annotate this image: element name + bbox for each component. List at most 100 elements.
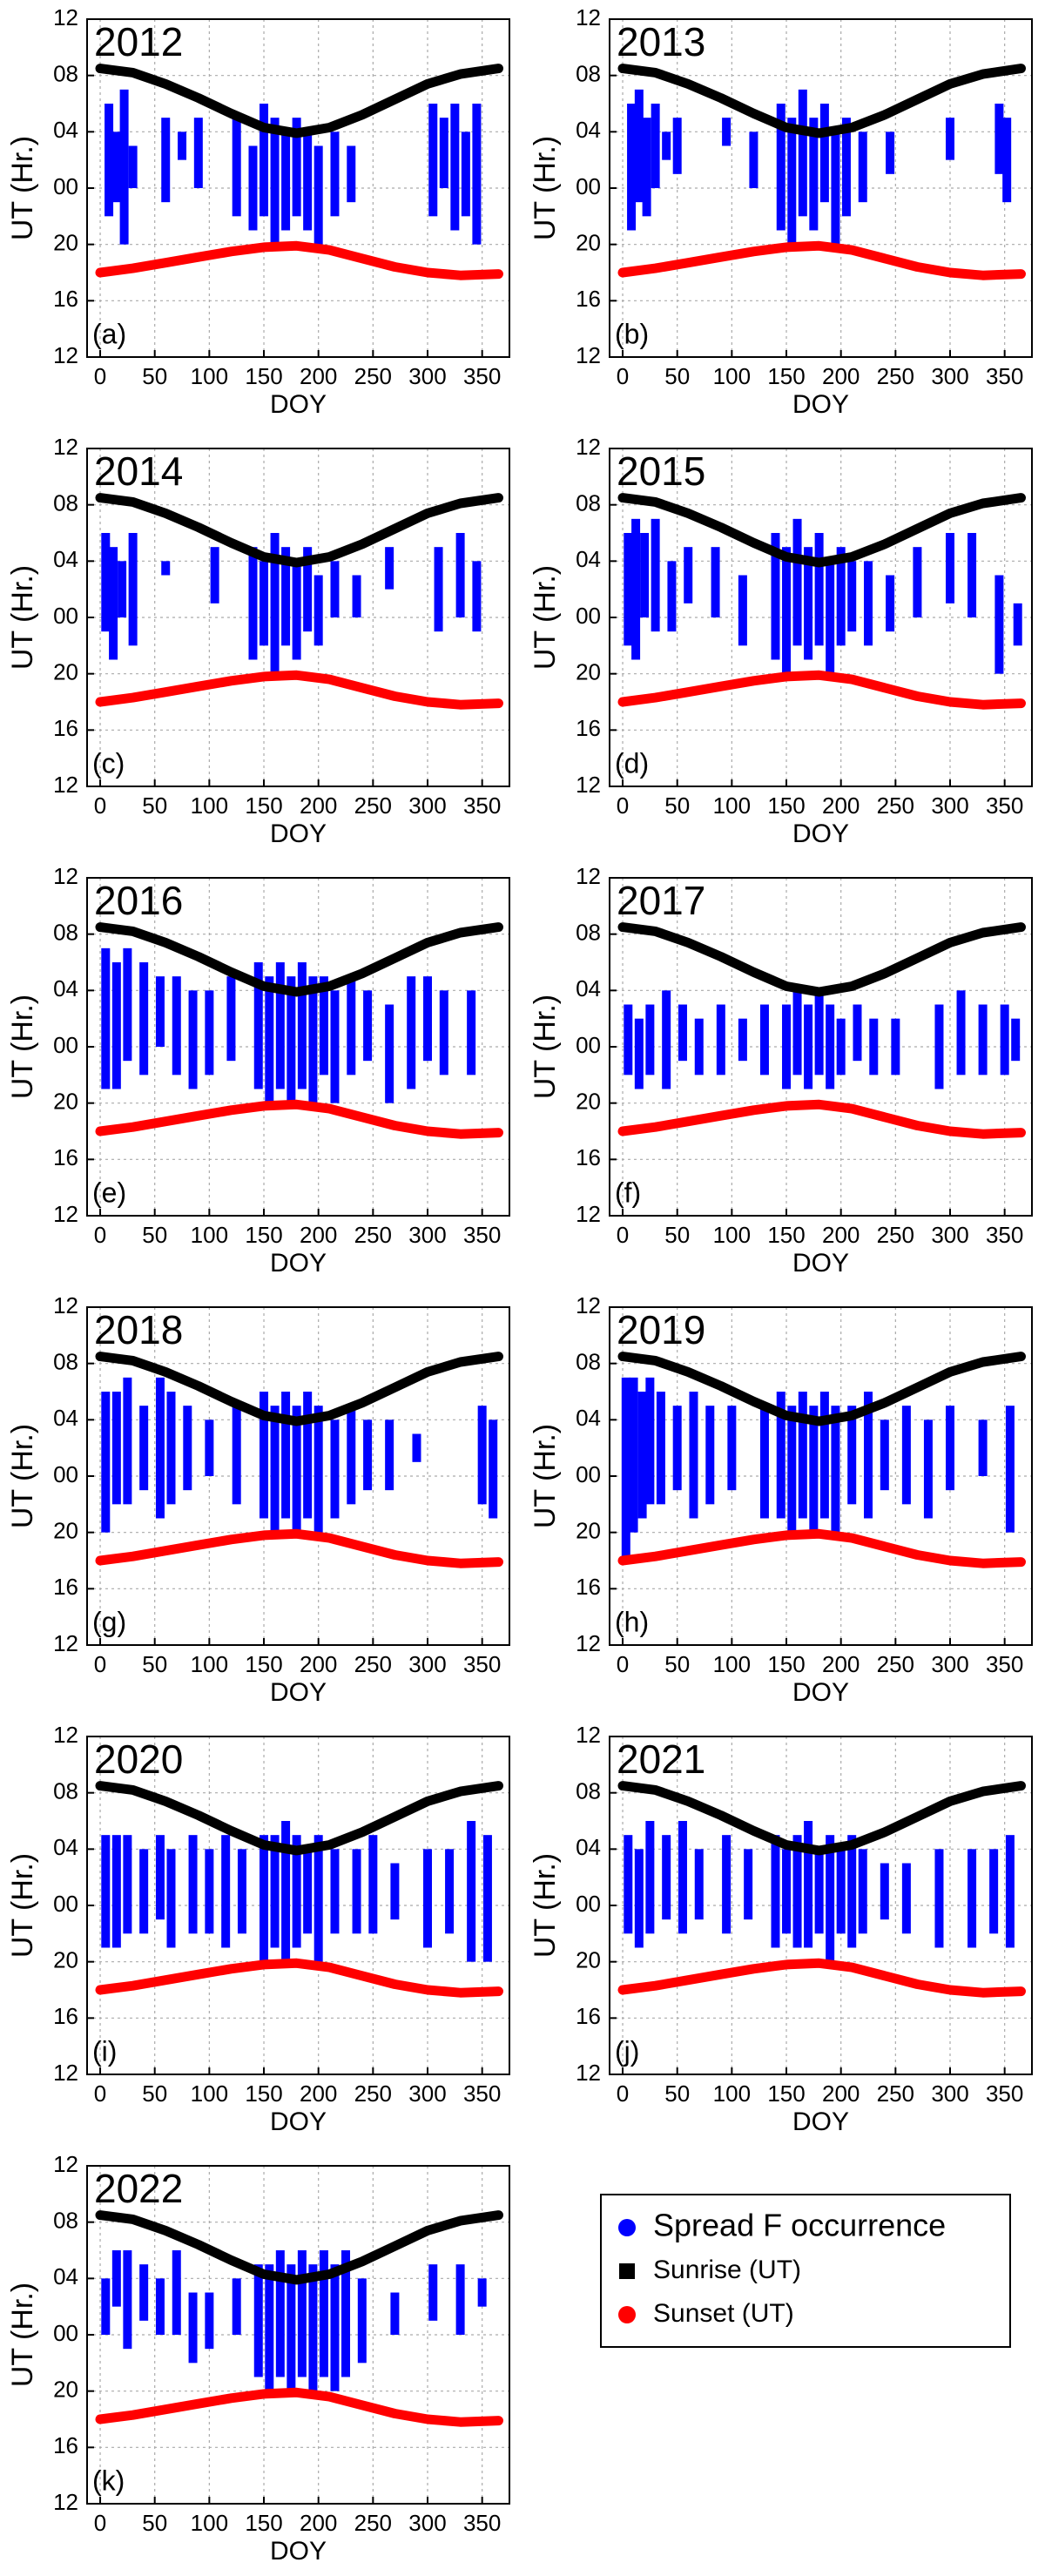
x-tick-label: 250 — [354, 1651, 392, 1677]
sunrise-line — [617, 1352, 1026, 1426]
y-tick-label: 12 — [53, 2489, 78, 2515]
spread-f-bar — [934, 1004, 944, 1089]
sunset-line — [95, 1958, 503, 1998]
spread-f-bar — [667, 561, 677, 632]
y-tick-label: 12 — [576, 434, 601, 460]
y-tick-label: 16 — [53, 715, 78, 741]
spread-f-bar — [847, 1835, 857, 1948]
y-tick-label: 08 — [53, 1349, 78, 1375]
spread-f-bar — [390, 2292, 400, 2335]
spread-f-bar — [847, 561, 857, 632]
x-tick-label: 0 — [617, 2080, 629, 2107]
x-tick-label: 350 — [986, 2080, 1023, 2107]
y-tick-label: 20 — [53, 1089, 78, 1115]
spread-f-bar — [847, 1406, 857, 1505]
spread-f-bar — [782, 1004, 792, 1089]
spread-f-bar — [109, 547, 118, 660]
spread-f-bar — [188, 1835, 198, 1934]
y-tick-label: 12 — [53, 772, 78, 798]
spread-f-bar — [489, 1419, 498, 1519]
x-axis-label: DOY — [270, 2107, 327, 2136]
spread-f-bar — [804, 547, 813, 660]
spread-f-bar — [467, 1821, 476, 1962]
spread-f-bar — [759, 1406, 769, 1519]
spread-f-bar — [705, 1406, 715, 1505]
x-axis-label: DOY — [270, 1678, 327, 1707]
spread-f-bar — [722, 1835, 732, 1934]
spread-f-bar — [792, 1835, 802, 1948]
x-tick-label: 0 — [617, 1222, 629, 1248]
x-tick-label: 100 — [191, 2510, 228, 2536]
x-tick-label: 100 — [191, 2080, 228, 2107]
y-tick-label: 12 — [53, 1630, 78, 1656]
legend-box — [600, 2194, 1011, 2348]
spread-f-bar — [869, 1018, 879, 1076]
x-tick-label: 150 — [767, 363, 805, 389]
panel-title: 2022 — [94, 2166, 183, 2211]
spread-f-bar — [303, 1392, 313, 1519]
plot-frame — [609, 1736, 1033, 2075]
x-tick-label: 0 — [94, 2080, 106, 2107]
spread-f-bar — [814, 533, 824, 646]
spread-f-bar — [716, 1004, 725, 1076]
spread-f-bar — [287, 2264, 296, 2391]
panel-title: 2013 — [617, 19, 705, 64]
y-axis-label: UT (Hr.) — [6, 995, 39, 1099]
spread-f-bar — [978, 1004, 988, 1076]
spread-f-bar — [275, 2250, 285, 2377]
x-tick-label: 100 — [713, 363, 751, 389]
sunset-line — [617, 670, 1026, 710]
spread-f-bar — [347, 145, 356, 203]
x-tick-label: 50 — [664, 1222, 690, 1248]
y-tick-label: 04 — [53, 975, 78, 1001]
legend-label: Sunset (UT) — [653, 2299, 794, 2328]
y-tick-label: 12 — [53, 4, 78, 30]
spread-f-bar — [193, 118, 203, 188]
spread-f-bar — [923, 1419, 933, 1519]
spread-f-bar — [455, 2264, 465, 2335]
x-tick-label: 300 — [408, 1222, 446, 1248]
spread-f-bar — [188, 2292, 198, 2364]
spread-f-bar — [858, 1849, 867, 1934]
spread-f-bar — [281, 1821, 291, 1962]
y-axis-label: UT (Hr.) — [529, 565, 562, 670]
spread-f-bar — [161, 561, 171, 576]
x-tick-label: 200 — [822, 792, 860, 819]
spread-f-bar — [477, 1406, 487, 1505]
y-tick-label: 16 — [53, 286, 78, 312]
spread-f-bar — [656, 1392, 665, 1505]
plot-frame — [86, 877, 510, 1217]
spread-f-bar — [292, 1406, 301, 1533]
spread-f-bar — [166, 1392, 176, 1505]
panel-title: 2020 — [94, 1736, 183, 1782]
y-tick-label: 08 — [576, 490, 601, 516]
spread-f-bar — [270, 1406, 280, 1533]
y-tick-label: 20 — [53, 659, 78, 685]
spread-f-bar — [248, 145, 258, 231]
spread-f-bar — [455, 533, 465, 617]
y-tick-label: 20 — [576, 230, 601, 256]
spread-f-bar — [205, 2292, 214, 2350]
y-tick-label: 12 — [576, 1292, 601, 1318]
spread-f-bar — [759, 1004, 769, 1076]
spread-f-bar — [624, 1835, 633, 1934]
x-tick-label: 350 — [463, 1651, 501, 1677]
plot-frame — [609, 18, 1033, 358]
spread-f-bar — [292, 118, 301, 217]
sunset-line — [95, 1528, 503, 1568]
spread-f-bar — [749, 131, 758, 188]
y-tick-label: 04 — [53, 546, 78, 572]
x-tick-label: 350 — [986, 1222, 1023, 1248]
spread-f-bar — [787, 118, 797, 245]
plot-frame — [609, 448, 1033, 787]
panel-title: 2015 — [617, 448, 705, 494]
plot-frame — [609, 1306, 1033, 1646]
spread-f-bar — [155, 976, 165, 1047]
spread-f-bar — [744, 1849, 753, 1920]
y-tick-label: 12 — [576, 4, 601, 30]
sunset-line — [617, 240, 1026, 280]
x-tick-label: 50 — [664, 2080, 690, 2107]
spread-f-bar — [123, 947, 132, 1062]
spread-f-bar — [651, 104, 660, 188]
x-tick-label: 250 — [354, 792, 392, 819]
